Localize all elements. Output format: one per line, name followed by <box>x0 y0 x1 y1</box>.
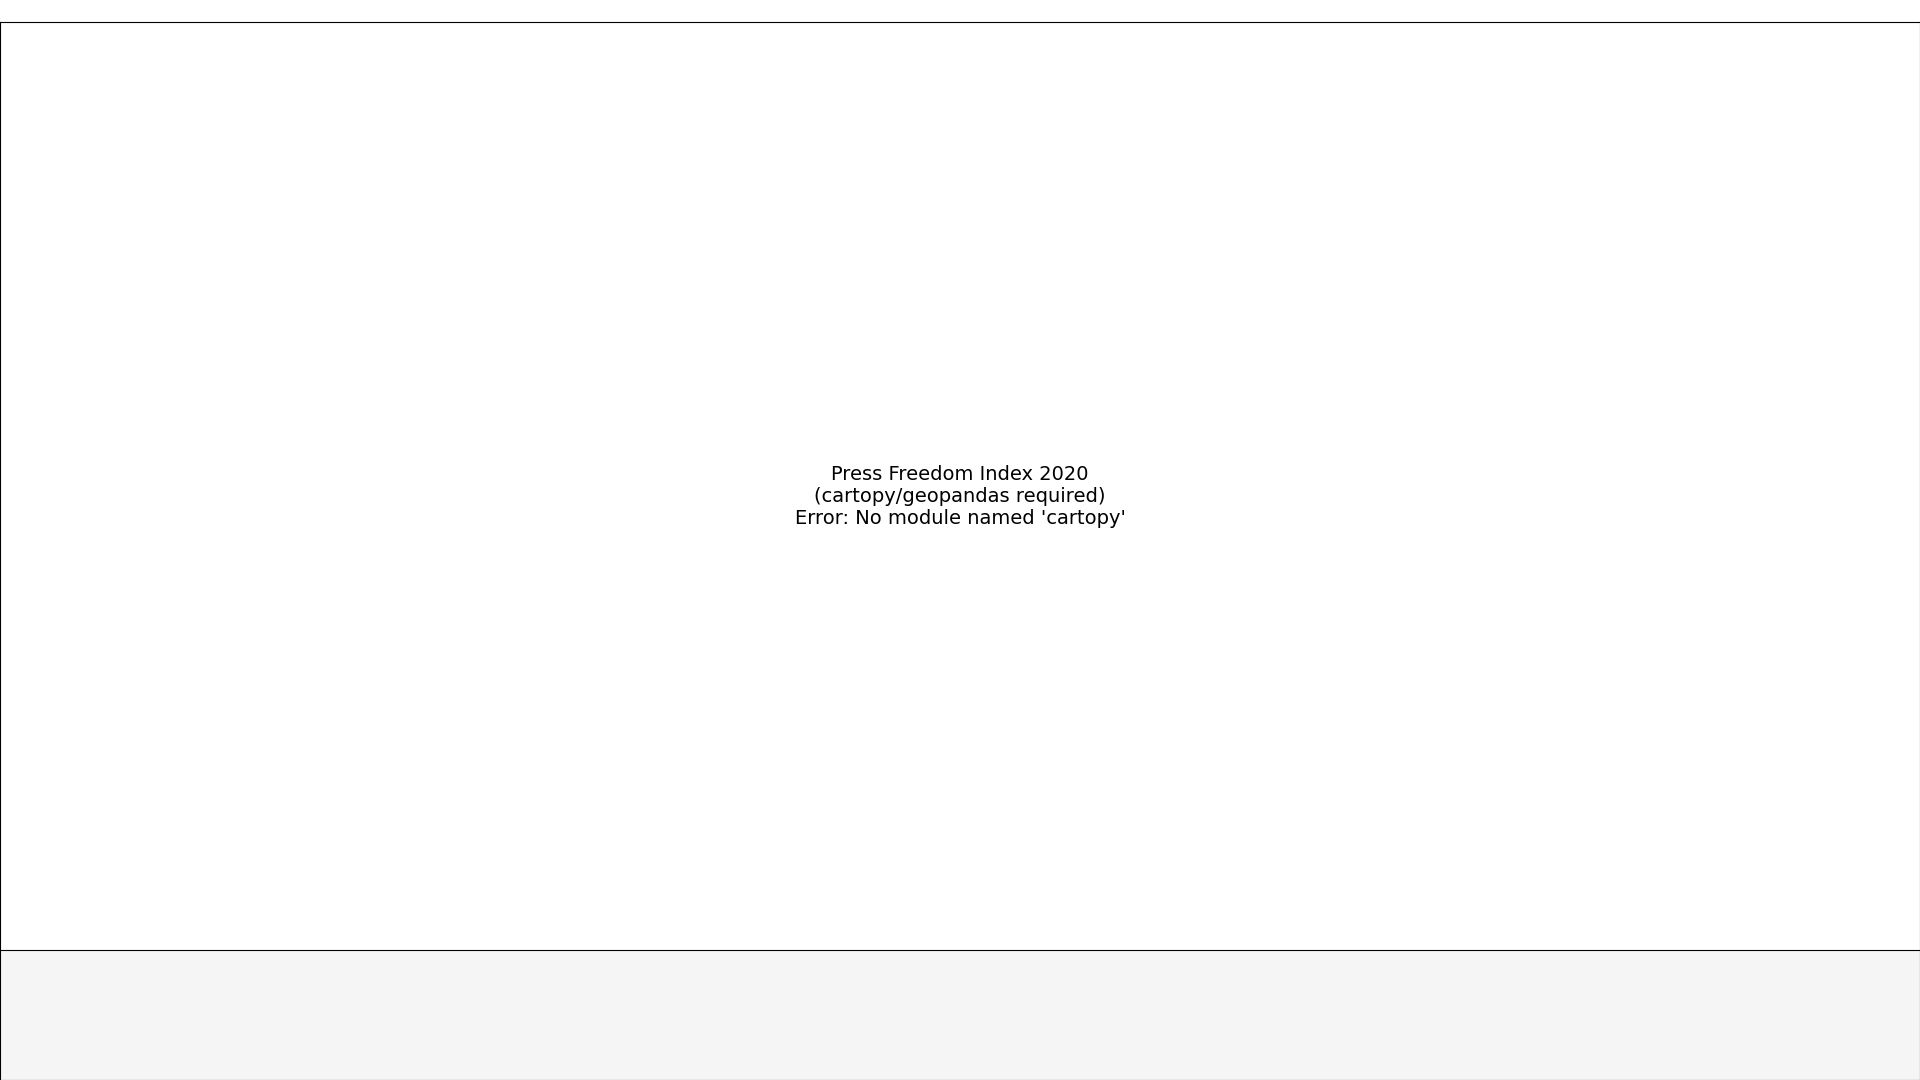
Text: Press Freedom Index 2020
(cartopy/geopandas required)
Error: No module named 'ca: Press Freedom Index 2020 (cartopy/geopan… <box>795 465 1125 528</box>
